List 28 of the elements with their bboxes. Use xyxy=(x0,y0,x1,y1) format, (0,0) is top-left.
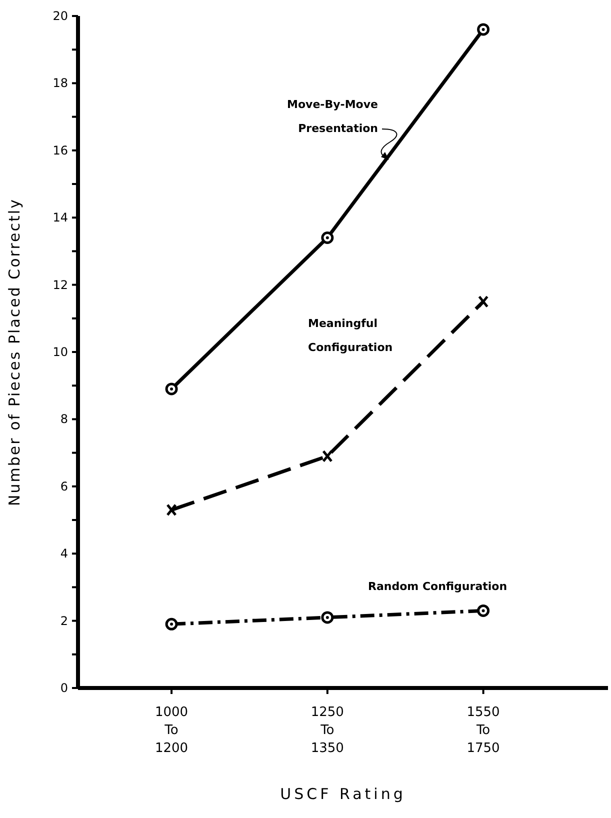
text: Meaningful Configuration xyxy=(308,317,393,354)
point xyxy=(165,618,178,630)
point xyxy=(165,382,178,396)
point xyxy=(321,611,334,624)
x-axis-title: USCF Rating xyxy=(280,785,406,803)
y-tick-label: 12 xyxy=(52,278,68,292)
point xyxy=(477,604,490,617)
text: Random Configuration xyxy=(368,580,508,593)
x-tick-label: 1250 To 1350 xyxy=(310,705,344,756)
y-tick-label: 0 xyxy=(60,681,68,695)
point xyxy=(166,504,177,516)
y-tick-label: 8 xyxy=(60,412,68,426)
point xyxy=(477,23,490,36)
y-tick-label: 18 xyxy=(52,76,68,90)
point xyxy=(322,450,333,462)
y-tick-label: 4 xyxy=(60,546,68,561)
y-tick-label: 14 xyxy=(52,210,68,225)
y-axis-title: Number of Pieces Placed Correctly xyxy=(5,198,24,506)
point xyxy=(478,295,489,308)
y-tick-label: 2 xyxy=(60,614,68,628)
x-tick-label: 1550 To 1750 xyxy=(466,705,500,756)
series-label: Move-By-Move Presentation xyxy=(287,98,378,135)
y-tick-label: 20 xyxy=(52,9,68,23)
point xyxy=(321,232,334,244)
y-tick-label: 6 xyxy=(60,479,68,494)
y-tick-label: 16 xyxy=(52,143,68,158)
x-tick-label: 1000 To 1200 xyxy=(154,705,188,756)
y-tick-label: 10 xyxy=(52,345,68,359)
